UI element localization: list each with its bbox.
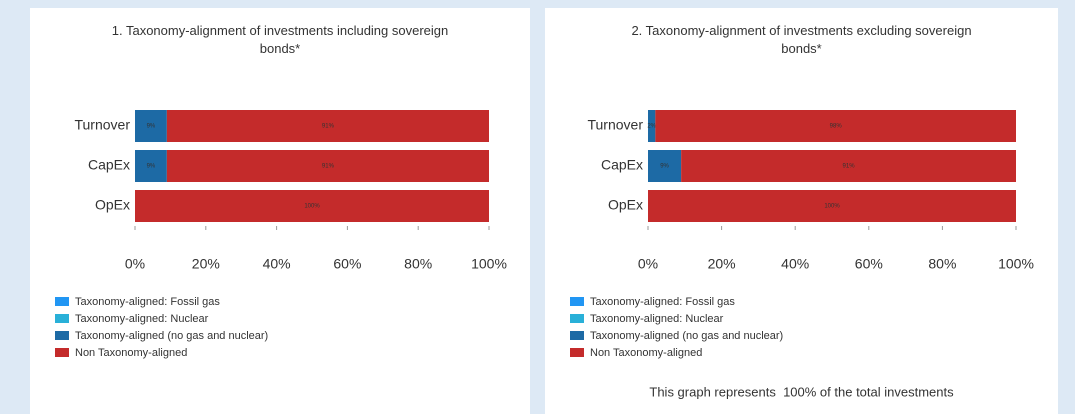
data-label: 98% — [830, 124, 843, 130]
legend-label: Non Taxonomy-aligned — [590, 347, 702, 359]
legend-swatch — [55, 331, 69, 340]
legend-label: Taxonomy-aligned: Nuclear — [75, 313, 209, 325]
bar-segment — [135, 110, 167, 142]
chart-title: 1. Taxonomy-alignment of investments inc… — [112, 23, 449, 56]
legend-swatch — [55, 314, 69, 323]
y-tick-label: OpEx — [608, 197, 643, 213]
x-tick-label: 80% — [404, 256, 432, 272]
legend-label: Taxonomy-aligned: Fossil gas — [75, 296, 220, 308]
data-label: 91% — [843, 164, 856, 170]
legend-swatch — [570, 348, 584, 357]
data-label: 91% — [322, 164, 335, 170]
bar-segment — [655, 110, 1016, 142]
data-label: 100% — [304, 204, 320, 210]
legend-swatch — [570, 297, 584, 306]
bar-segment — [648, 110, 656, 142]
data-label: 9% — [660, 164, 669, 170]
x-tick-label: 20% — [192, 256, 220, 272]
x-tick-label: 60% — [855, 256, 883, 272]
x-tick-label: 80% — [928, 256, 956, 272]
y-tick-label: CapEx — [88, 157, 130, 173]
x-tick-label: 100% — [471, 256, 507, 272]
legend-label: Taxonomy-aligned: Nuclear — [590, 313, 724, 325]
x-tick-label: 40% — [263, 256, 291, 272]
legend-label: Non Taxonomy-aligned — [75, 347, 187, 359]
x-tick-label: 20% — [708, 256, 736, 272]
legend-swatch — [55, 297, 69, 306]
legend-label: Taxonomy-aligned (no gas and nuclear) — [75, 330, 268, 342]
y-tick-label: OpEx — [95, 197, 130, 213]
data-label: 100% — [824, 204, 840, 210]
y-tick-label: Turnover — [74, 117, 130, 133]
y-tick-label: CapEx — [601, 157, 643, 173]
chart-title: 2. Taxonomy-alignment of investments exc… — [631, 23, 971, 56]
bar-segment — [135, 190, 489, 222]
legend-swatch — [570, 331, 584, 340]
legend-swatch — [570, 314, 584, 323]
bar-segment — [135, 150, 167, 182]
bar-segment — [648, 150, 682, 182]
legend-swatch — [55, 348, 69, 357]
note: This graph represents 100% of the total … — [649, 384, 954, 399]
x-tick-label: 40% — [781, 256, 809, 272]
y-tick-label: Turnover — [587, 117, 643, 133]
bar-segment — [648, 190, 1016, 222]
x-tick-label: 0% — [125, 256, 145, 272]
bar-segment — [166, 150, 490, 182]
legend-label: Taxonomy-aligned (no gas and nuclear) — [590, 330, 783, 342]
data-label: 9% — [147, 124, 156, 130]
data-label: 2% — [647, 124, 656, 130]
x-tick-label: 60% — [333, 256, 361, 272]
bar-segment — [681, 150, 1016, 182]
data-label: 91% — [322, 124, 335, 130]
legend-label: Taxonomy-aligned: Fossil gas — [590, 296, 735, 308]
x-tick-label: 100% — [998, 256, 1034, 272]
data-label: 9% — [147, 164, 156, 170]
bar-segment — [166, 110, 490, 142]
x-tick-label: 0% — [638, 256, 658, 272]
